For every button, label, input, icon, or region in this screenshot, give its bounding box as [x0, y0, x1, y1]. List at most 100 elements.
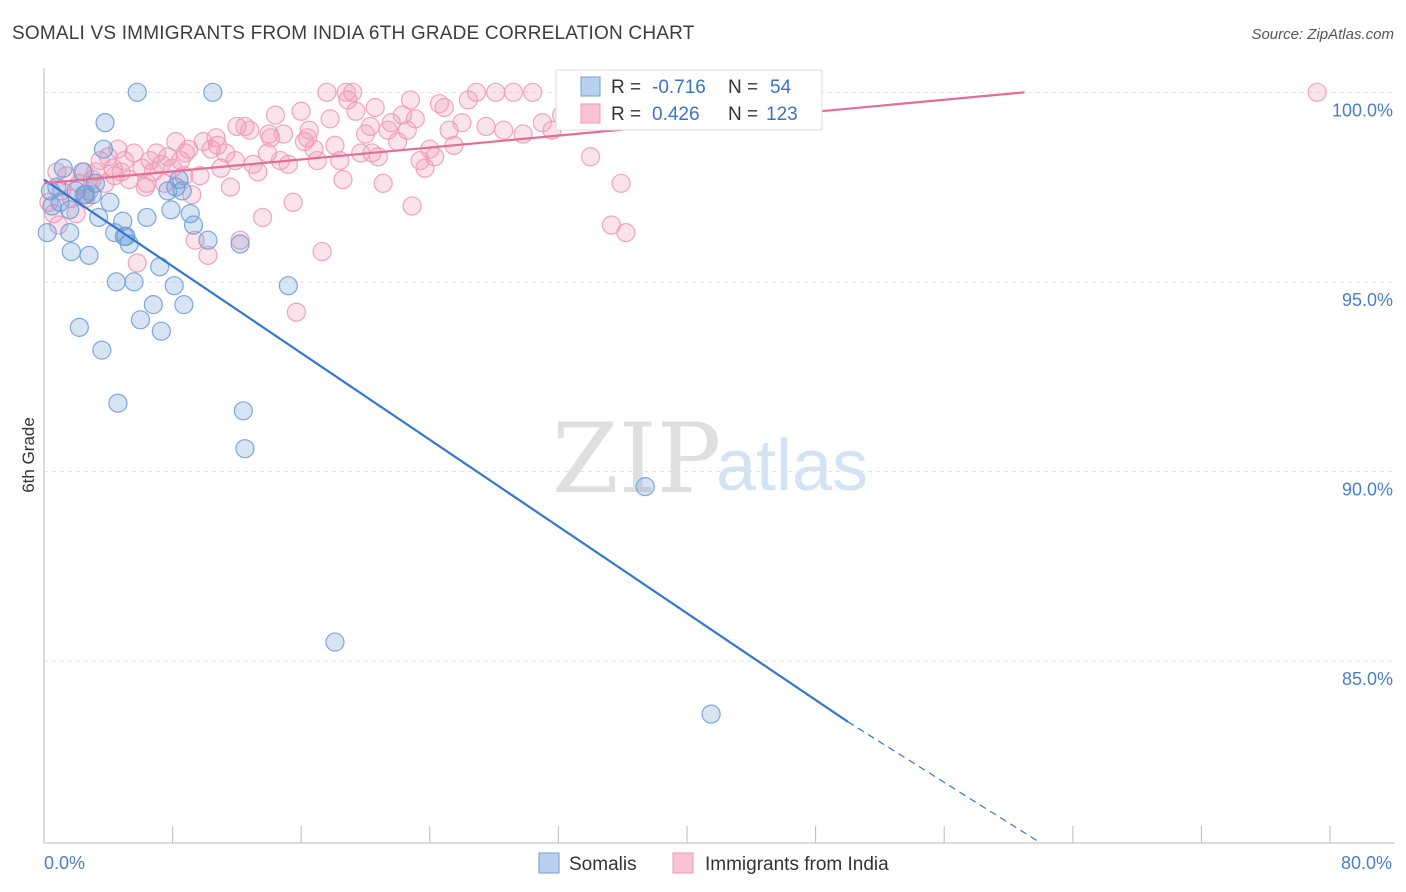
somalis-point-24: [124, 272, 144, 292]
legend-india-swatch: [580, 103, 601, 124]
somalis-point-50: [50, 192, 70, 212]
data-points: [37, 82, 1327, 724]
india-point-76: [360, 116, 380, 137]
india-point-109: [616, 223, 636, 243]
india-point-58: [283, 192, 303, 212]
india-point-64: [307, 150, 327, 171]
legend-n-label-2: N =: [728, 104, 758, 125]
india-point-57: [278, 154, 298, 174]
india-point-48: [240, 120, 260, 140]
y-tick-label-2: 90.0%: [1342, 479, 1393, 499]
somalis-point-15: [93, 139, 114, 159]
india-point-73: [346, 101, 366, 121]
india-point-60: [291, 101, 311, 121]
chart-source: Source: ZipAtlas.com: [1251, 26, 1394, 43]
axes: [43, 68, 1395, 844]
india-point-2: [48, 215, 69, 235]
india-point-81: [381, 113, 401, 133]
somalis-point-28: [143, 295, 163, 315]
somalis-point-47: [635, 477, 655, 497]
legend-somalis-swatch: [580, 76, 601, 97]
legend-r-value-india: 0.426: [652, 104, 700, 125]
india-point-79: [373, 173, 393, 193]
somalis-point-11: [79, 245, 99, 265]
somalis-point-16: [95, 113, 115, 133]
india-point-72: [343, 82, 363, 102]
somalis-point-42: [230, 234, 250, 254]
india-point-26: [146, 143, 167, 163]
somalis-point-30: [151, 321, 171, 341]
watermark-atlas: atlas: [716, 426, 868, 506]
india-point-16: [108, 139, 128, 159]
india-point-90: [425, 147, 445, 167]
india-point-66: [317, 82, 337, 102]
india-point-83: [392, 105, 413, 125]
legend-india-label: Immigrants from India: [705, 854, 889, 875]
india-point-86: [405, 109, 425, 129]
india-point-108: [611, 173, 631, 193]
india-point-99: [494, 120, 514, 140]
somalis-point-36: [172, 181, 192, 201]
grid: [44, 91, 1395, 662]
somalis-point-0: [37, 223, 57, 243]
somalis-point-51: [72, 162, 93, 182]
somalis-point-8: [69, 317, 89, 337]
india-point-68: [325, 135, 345, 156]
india-point-106: [580, 147, 601, 167]
india-point-65: [312, 241, 332, 262]
india-point-44: [220, 177, 241, 197]
india-point-115: [175, 143, 196, 163]
india-point-118: [259, 124, 279, 144]
somalis-point-33: [164, 276, 184, 296]
india-point-54: [265, 105, 286, 125]
india-point-18: [114, 150, 134, 171]
somalis-point-5: [60, 223, 80, 243]
somalis-point-20: [108, 393, 128, 413]
watermark: ZIP atlas: [552, 403, 868, 515]
legend-india-marker: [672, 852, 694, 874]
india-point-43: [216, 143, 236, 163]
somalis-point-43: [233, 401, 253, 421]
india-point-50: [248, 162, 268, 182]
somalis-point-27: [137, 207, 157, 228]
india-point-98: [486, 82, 506, 102]
somalis-point-40: [198, 230, 218, 250]
y-tick-label-1: 95.0%: [1342, 290, 1393, 310]
india-point-85: [402, 196, 422, 216]
india-point-92: [434, 97, 454, 118]
somalis-point-19: [106, 272, 126, 292]
india-point-116: [208, 135, 228, 156]
india-point-120: [336, 82, 356, 102]
india-point-51: [253, 207, 273, 228]
legend-stats: R = -0.716 N = 54 R = 0.426 N = 123: [555, 69, 823, 131]
india-point-37: [190, 166, 210, 186]
y-axis-label: 6th Grade: [19, 417, 38, 493]
india-point-123: [452, 113, 472, 133]
somalis-point-4: [60, 200, 80, 220]
india-trend-line: [43, 91, 1025, 185]
india-point-103: [532, 113, 552, 133]
india-point-70: [333, 169, 353, 190]
legend-n-value-india: 123: [766, 104, 798, 125]
india-point-61: [294, 132, 315, 152]
india-point-117: [227, 116, 247, 137]
somalis-point-44: [235, 439, 255, 459]
india-point-22: [132, 158, 152, 178]
india-point-96: [466, 82, 487, 102]
somalis-point-29: [150, 257, 170, 277]
legend-n-value-somalis: 54: [770, 77, 792, 98]
y-tick-label-0: 100.0%: [1332, 100, 1393, 120]
india-point-114: [137, 173, 157, 193]
legend-r-label-2: R =: [611, 104, 641, 125]
somalis-trend-extension: [847, 721, 1041, 844]
india-point-95: [458, 90, 478, 110]
x-tick-min: 0.0%: [44, 853, 85, 873]
somalis-point-37: [174, 295, 194, 315]
india-point-21: [127, 253, 147, 273]
india-point-110: [1307, 82, 1327, 102]
trend-lines: [43, 91, 1041, 844]
india-point-20: [124, 143, 144, 163]
india-point-84: [397, 120, 417, 140]
somalis-point-39: [183, 215, 204, 235]
